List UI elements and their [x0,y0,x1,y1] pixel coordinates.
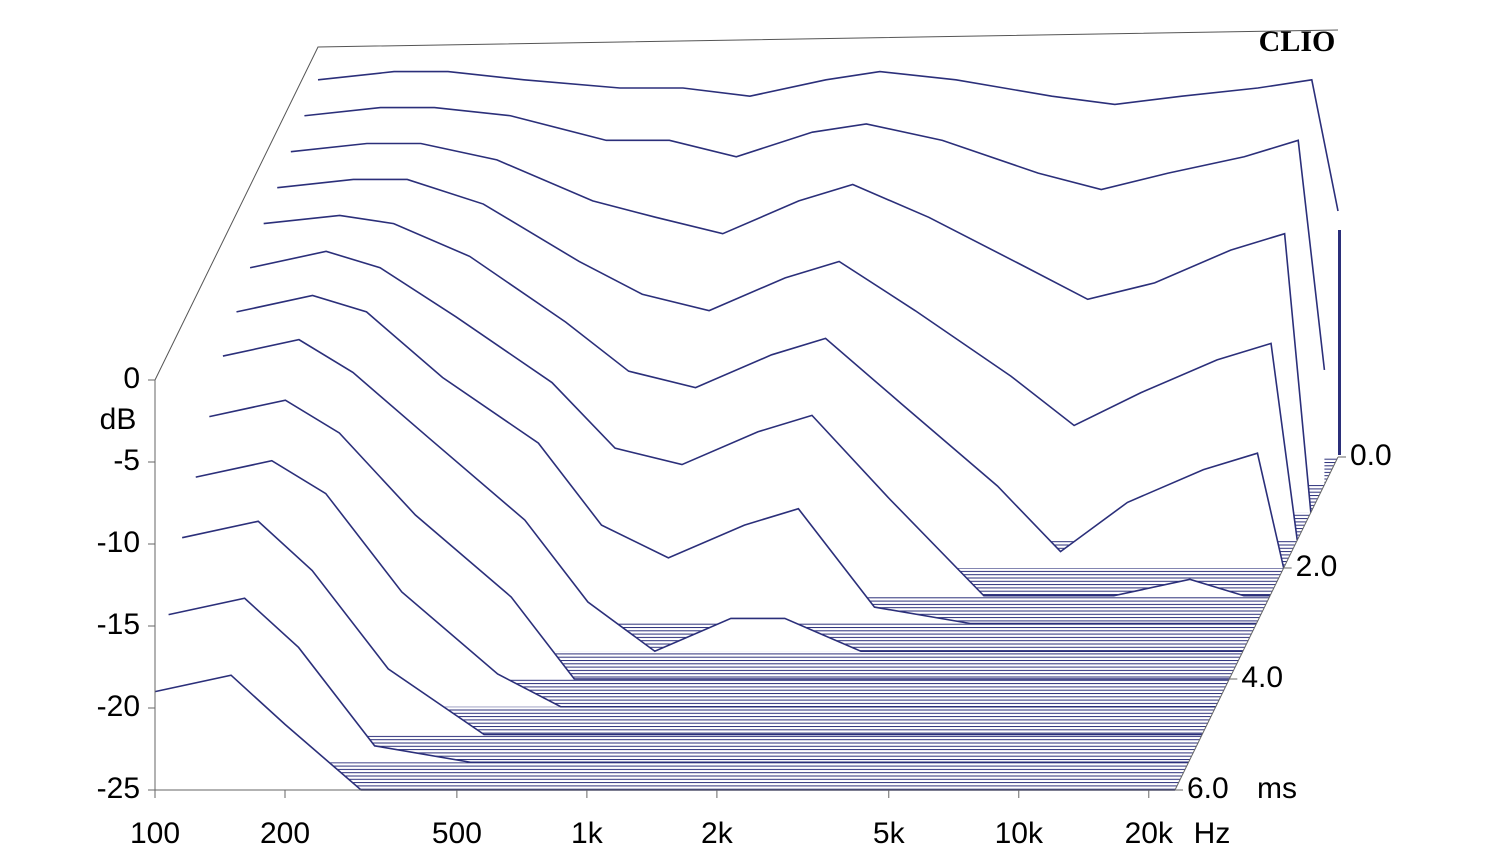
x-unit: Hz [1194,817,1231,850]
x-tick-label: 200 [260,817,310,850]
x-tick-label: 1k [571,817,604,850]
slice-line [236,294,1257,625]
slice-line [317,70,1339,212]
z-tick-label: 0.0 [1350,439,1392,472]
z-unit: ms [1257,772,1297,805]
slice-line [290,142,1312,513]
y-tick-label: 0 [123,362,140,395]
x-tick-label: 500 [432,817,482,850]
x-tick-label: 5k [873,817,906,850]
slice-line [304,106,1326,371]
slice-line [209,399,1230,680]
y-tick-label: -20 [97,690,140,723]
y-tick-label: -15 [97,608,140,641]
slice-line [263,214,1285,569]
slice-line [222,338,1243,653]
slice-line [277,178,1299,541]
slice-line [168,597,1189,764]
slice-line [249,250,1271,597]
frame [154,29,1339,381]
slice-line [181,520,1203,736]
y-tick-label: -25 [97,772,140,805]
slice-fill [209,400,1230,679]
x-tick-label: 10k [995,817,1044,850]
y-axis-label: dB [100,403,137,436]
y-tick-label: -10 [97,526,140,559]
z-tick-label: 4.0 [1241,661,1283,694]
x-tick-label: 2k [701,817,734,850]
z-tick-label: 2.0 [1296,550,1338,583]
z-tick-label: 6.0 [1187,772,1229,805]
scale-bar [1336,230,1341,455]
x-tick-label: 20k [1125,817,1174,850]
slice-fill [195,460,1216,707]
slice-line [195,459,1216,708]
chart-title: CLIO [1259,25,1336,58]
z-axis [1174,456,1339,791]
slice-fill [155,675,1175,790]
y-tick-label: -5 [113,444,140,477]
slices [154,70,1339,791]
x-tick-label: 100 [130,817,180,850]
axes: 0 -5 -10 -15 -20 -25 100 200 500 1k 2k 5k 10k 20k 0.0 2… [97,362,1392,850]
